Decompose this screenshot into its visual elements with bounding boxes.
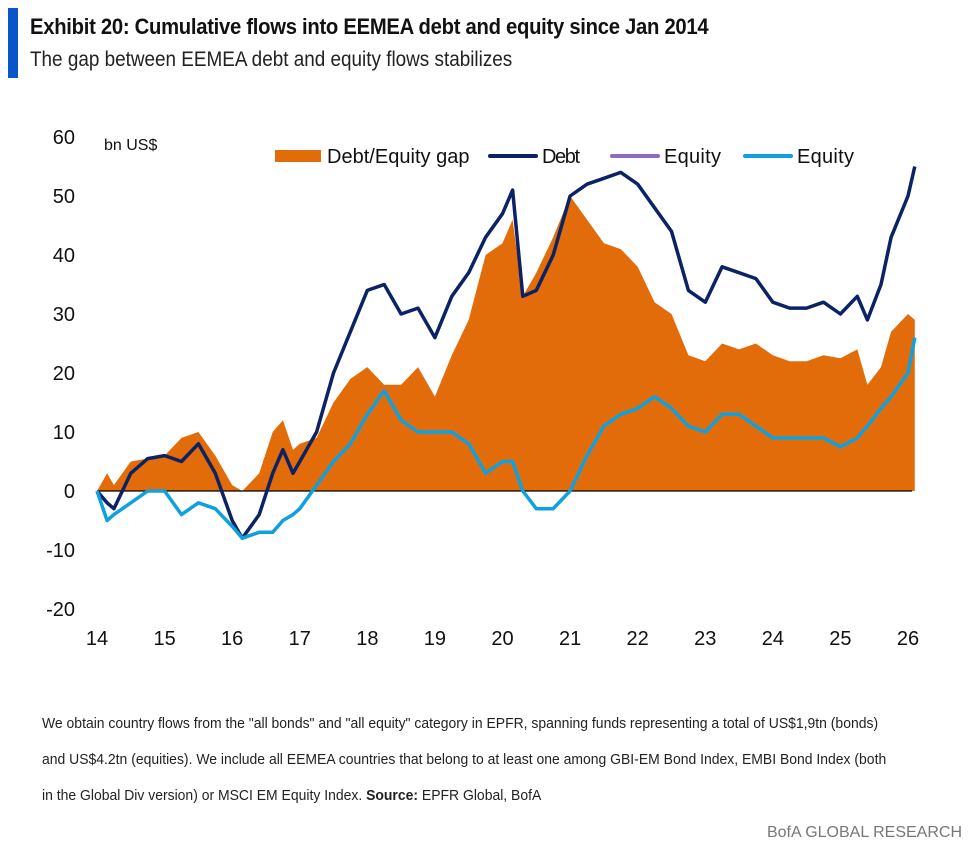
y-tick-label: 50 [53,186,75,208]
legend-swatch [275,150,321,162]
x-tick-label: 15 [153,628,175,650]
y-tick-label: 20 [53,363,75,385]
y-tick-label: 40 [53,245,75,267]
x-tick-label: 16 [221,628,243,650]
legend-label: Equity [797,146,854,168]
series-area-debt-equity-gap [97,196,915,491]
x-tick-label: 23 [694,628,716,650]
accent-bar [8,8,18,78]
y-tick-label: 60 [53,127,75,149]
chart-title: Exhibit 20: Cumulative flows into EEMEA … [30,14,709,39]
footnote: We obtain country flows from the "all bo… [42,706,898,814]
y-tick-label: -10 [46,540,75,562]
legend-label: Equity [664,146,721,168]
y-axis-unit-label: bn US$ [104,137,157,154]
x-tick-label: 14 [86,628,108,650]
x-tick-label: 19 [424,628,446,650]
y-tick-label: -20 [46,599,75,621]
y-tick-label: 10 [53,422,75,444]
y-tick-label: 30 [53,304,75,326]
source-text: EPFR Global, BofA [421,787,542,804]
chart-subtitle: The gap between EEMEA debt and equity fl… [30,48,513,71]
legend-label: Debt/Equity gap [327,146,470,168]
x-tick-label: 24 [762,628,784,650]
x-tick-label: 17 [289,628,311,650]
legend-label: Debt [542,146,580,168]
series-line-equity-3 [95,337,917,540]
footnote-text: We obtain country flows from the "all bo… [42,715,887,804]
x-tick-label: 25 [829,628,851,650]
series-line-debt-1 [95,166,917,540]
source-label: Source: [366,787,419,804]
y-tick-label: 0 [64,481,75,503]
x-tick-label: 22 [627,628,649,650]
x-tick-label: 18 [356,628,378,650]
x-tick-label: 21 [559,628,581,650]
brand-label: BofA GLOBAL RESEARCH [766,824,962,841]
chart: 60 50 40 30 20 10 0 -10 -20 14 15 16 17 18 19 20 21 22 23 2… [46,127,919,650]
x-tick-label: 20 [491,628,513,650]
x-tick-label: 26 [897,628,919,650]
